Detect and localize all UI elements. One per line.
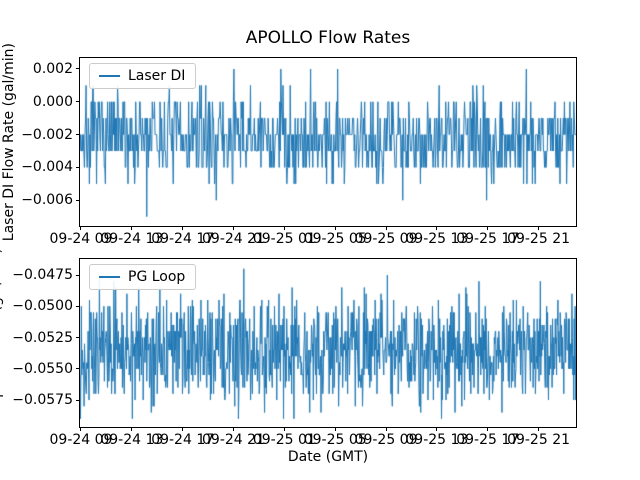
top-axes: Laser DI 0.002 0.000 −0.002 −0.004 −0.006 09… <box>21 57 577 247</box>
y-tick-label: −0.0575 <box>12 392 73 408</box>
x-tick-label: 09-24 17 <box>151 231 215 247</box>
y-tick-label: −0.006 <box>21 192 73 209</box>
x-tick-label: 09-24 21 <box>202 432 265 448</box>
x-tick-label: 09-25 01 <box>252 432 316 448</box>
x-tick-mark <box>538 226 540 230</box>
x-tick-mark <box>436 427 438 431</box>
x-axis-label: Date (GMT) <box>287 449 369 465</box>
x-tick-mark <box>233 226 234 230</box>
y-tick-label: −0.004 <box>21 159 73 176</box>
y-tick-label: −0.0475 <box>12 267 73 283</box>
legend-label: Laser DI <box>128 68 186 84</box>
legend-label: PG Loop <box>128 269 186 285</box>
x-tick-mark <box>131 226 133 230</box>
x-tick-mark <box>487 226 489 230</box>
x-tick-label: 09-24 09 <box>49 231 113 247</box>
bottom-axes: PG Loop −0.0475 −0.0500 −0.0525 −0.0550 −0.0… <box>12 258 577 448</box>
x-tick-label: 09-25 21 <box>507 231 571 247</box>
top-y-axis-label: Laser DI Flow Rate (gal/min) <box>1 43 17 242</box>
x-tick-mark <box>334 427 336 431</box>
x-tick-label: 09-25 09 <box>354 231 418 247</box>
x-tick-mark <box>80 427 82 431</box>
x-tick-label: 09-24 13 <box>100 231 164 247</box>
x-tick-label: 09-24 21 <box>202 231 265 247</box>
bottom-legend: PG Loop <box>89 264 197 290</box>
y-tick-label: −0.002 <box>21 126 73 143</box>
x-tick-mark <box>131 427 133 431</box>
top-legend: Laser DI <box>89 63 197 89</box>
chart-title: APOLLO Flow Rates <box>245 28 411 48</box>
x-tick-label: 09-24 13 <box>100 432 164 448</box>
x-tick-label: 09-24 17 <box>151 432 215 448</box>
x-tick-mark <box>487 427 489 431</box>
x-tick-mark <box>80 226 82 230</box>
x-tick-label: 09-24 09 <box>49 432 113 448</box>
x-tick-label: 09-25 21 <box>507 432 571 448</box>
x-tick-mark <box>538 427 540 431</box>
x-tick-mark <box>182 226 184 230</box>
x-tick-mark <box>334 226 336 230</box>
y-tick-label: 0.002 <box>32 60 73 77</box>
x-tick-label: 09-25 17 <box>456 432 520 448</box>
x-tick-mark <box>283 226 285 230</box>
x-tick-mark <box>436 226 438 230</box>
legend-line-sample <box>99 75 120 77</box>
y-tick-label: −0.0525 <box>12 329 73 346</box>
x-tick-mark <box>233 427 234 431</box>
x-tick-mark <box>283 427 285 431</box>
y-tick-label: 0.000 <box>32 93 73 110</box>
x-tick-label: 09-25 13 <box>405 432 469 448</box>
x-tick-label: 09-25 09 <box>354 432 418 448</box>
y-tick-label: −0.0500 <box>12 298 73 315</box>
x-tick-label: 09-25 13 <box>405 231 469 247</box>
x-tick-label: 09-25 05 <box>303 432 367 448</box>
legend-line-sample <box>99 276 120 278</box>
y-tick-label: −0.0550 <box>12 360 73 377</box>
x-tick-mark <box>385 427 387 431</box>
x-tick-label: 09-25 01 <box>252 231 316 247</box>
x-tick-mark <box>182 427 184 431</box>
bottom-y-axis-label: PG Loop Flow Rate (gal/min) <box>0 248 4 447</box>
x-tick-mark <box>385 226 387 230</box>
x-tick-label: 09-25 05 <box>303 231 367 247</box>
x-tick-label: 09-25 17 <box>456 231 520 247</box>
